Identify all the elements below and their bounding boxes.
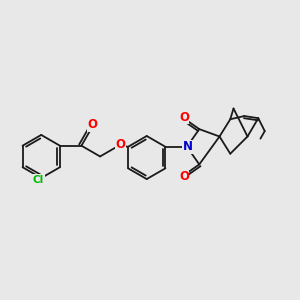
Text: O: O <box>179 111 189 124</box>
Text: O: O <box>116 138 125 151</box>
Text: Cl: Cl <box>33 175 44 185</box>
Text: O: O <box>87 118 97 131</box>
Text: O: O <box>179 170 189 183</box>
Text: N: N <box>183 140 193 153</box>
